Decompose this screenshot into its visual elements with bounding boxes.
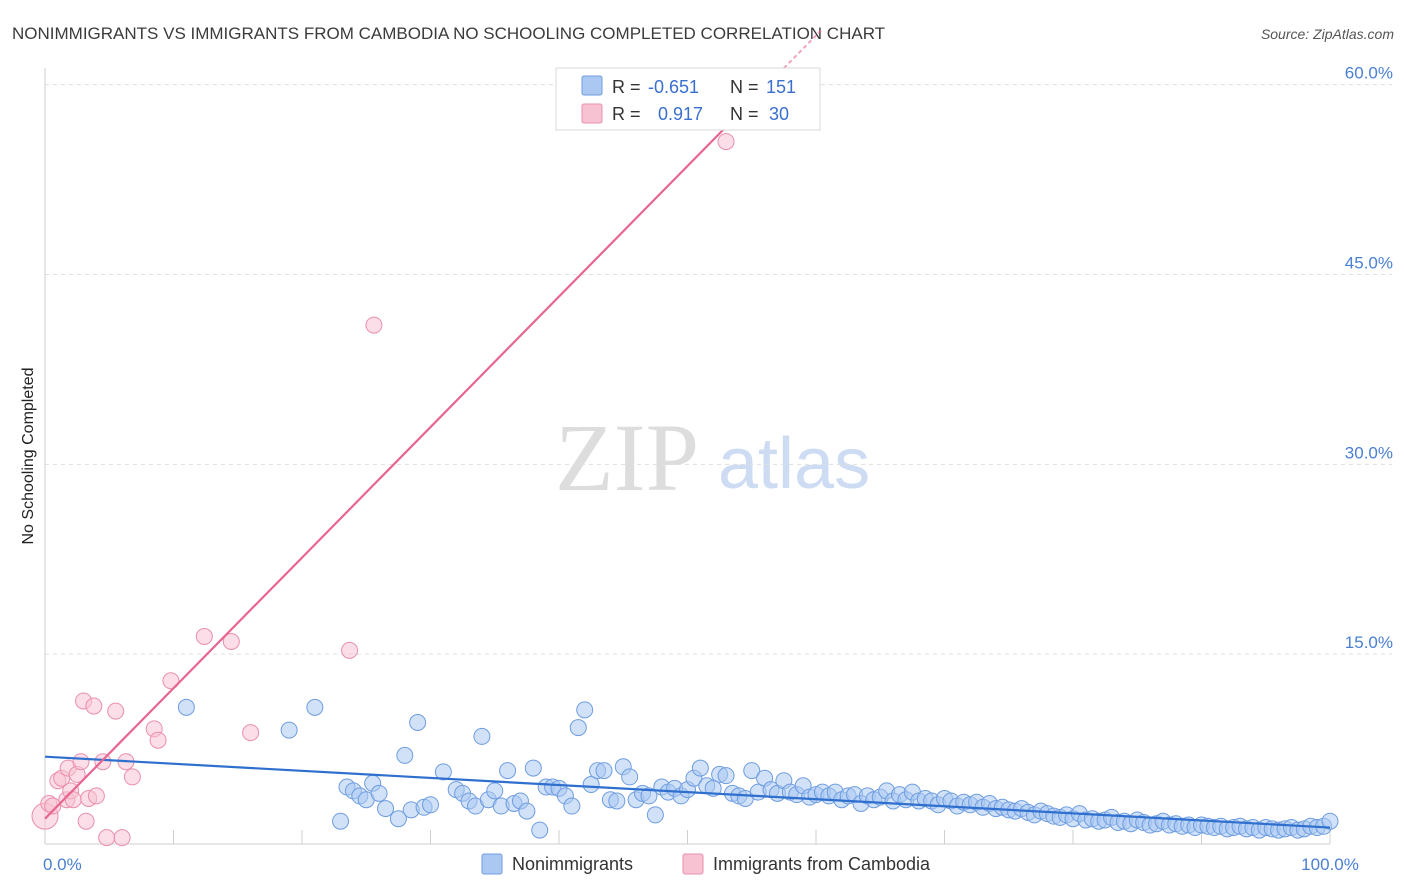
nonimmigrant-point: [691, 759, 709, 777]
nonimmigrant-point: [409, 714, 427, 732]
nonimmigrant-point: [640, 787, 658, 805]
nonimmigrant-point: [434, 763, 452, 781]
cambodia-point: [717, 133, 735, 151]
legend-r-value-cambodia: 0.917: [658, 104, 703, 124]
cambodia-point: [77, 812, 95, 830]
nonimmigrant-point: [389, 810, 407, 828]
nonimmigrant-point: [332, 812, 350, 830]
nonimmigrant-point: [717, 767, 735, 785]
nonimmigrant-point: [743, 762, 761, 780]
series-legend: Nonimmigrants Immigrants from Cambodia: [481, 853, 931, 875]
series-legend-swatch-cambodia: [682, 853, 704, 875]
legend-r-label-nonimmigrants: R =: [612, 77, 641, 97]
y-axis-label: No Schooling Completed: [20, 368, 37, 545]
cambodia-point: [44, 797, 62, 815]
cambodia-point: [365, 316, 383, 334]
nonimmigrant-point: [422, 796, 439, 814]
watermark: ZIP atlas: [555, 404, 870, 511]
nonimmigrant-point: [486, 782, 504, 800]
x-tick-label: 100.0%: [1301, 855, 1359, 874]
cambodia-point: [107, 702, 125, 720]
cambodia-point: [94, 753, 112, 771]
nonimmigrant-point: [1321, 812, 1339, 830]
y-tick-label: 15.0%: [1345, 633, 1393, 652]
nonimmigrant-point: [518, 802, 536, 820]
nonimmigrant-point: [531, 821, 549, 839]
legend-r-label-cambodia: R =: [612, 104, 641, 124]
cambodia-point: [87, 787, 105, 805]
nonimmigrant-point: [177, 698, 195, 716]
nonimmigrant-point: [370, 784, 388, 802]
nonimmigrant-point: [473, 727, 491, 745]
nonimmigrant-point: [621, 768, 639, 786]
nonimmigrant-point: [499, 762, 517, 780]
nonimmigrant-point: [608, 792, 626, 810]
cambodia-trend-line: [44, 67, 785, 820]
nonimmigrant-point: [280, 721, 298, 739]
watermark-zip: ZIP: [555, 404, 699, 511]
legend-swatch-cambodia: [581, 103, 603, 124]
nonimmigrant-point: [646, 806, 664, 824]
nonimmigrant-point: [396, 746, 414, 764]
cambodia-point: [123, 768, 141, 786]
cambodia-point: [242, 724, 260, 742]
x-tick-labels: 0.0% 100.0%: [43, 855, 1359, 874]
cambodia-trend-line-extension: [783, 28, 824, 69]
legend-n-value-nonimmigrants: 151: [766, 77, 796, 97]
y-tick-label: 60.0%: [1345, 64, 1393, 83]
cambodia-point: [222, 633, 240, 651]
axes: [44, 68, 1331, 845]
cambodia-point: [113, 829, 131, 847]
legend-r-value-nonimmigrants: -0.651: [648, 77, 699, 97]
nonimmigrant-point: [377, 800, 395, 818]
cambodia-point: [195, 627, 213, 645]
nonimmigrant-point: [306, 698, 324, 716]
series-legend-label-cambodia: Immigrants from Cambodia: [713, 854, 931, 874]
correlation-legend: R = -0.651 N = 151 R = 0.917 N = 30: [555, 67, 821, 131]
chart-source: Source: ZipAtlas.com: [1261, 26, 1394, 42]
y-tick-labels: 15.0% 30.0% 45.0% 60.0%: [1345, 64, 1393, 653]
series-nonimmigrants-points: [177, 698, 1339, 839]
cambodia-point: [162, 672, 180, 690]
cambodia-point: [85, 697, 103, 715]
cambodia-point: [341, 641, 359, 659]
series-legend-swatch-nonimmigrants: [481, 853, 503, 875]
y-tick-label: 45.0%: [1345, 253, 1393, 272]
y-tick-label: 30.0%: [1345, 443, 1393, 462]
nonimmigrant-point: [563, 797, 581, 815]
nonimmigrant-point: [576, 701, 594, 719]
nonimmigrant-point: [582, 776, 600, 794]
cambodia-point: [72, 753, 90, 771]
gridlines: [45, 84, 1392, 655]
chart-title: NONIMMIGRANTS VS IMMIGRANTS FROM CAMBODI…: [12, 24, 885, 43]
cambodia-point: [149, 731, 167, 749]
legend-swatch-nonimmigrants: [581, 75, 603, 96]
nonimmigrant-point: [595, 762, 613, 780]
nonimmigrant-point: [524, 759, 542, 777]
nonimmigrants-trend-line: [44, 755, 1331, 829]
legend-n-value-cambodia: 30: [769, 104, 789, 124]
trend-lines: [44, 28, 1331, 829]
legend-n-label-cambodia: N =: [730, 104, 759, 124]
series-legend-label-nonimmigrants: Nonimmigrants: [512, 854, 633, 874]
legend-n-label-nonimmigrants: N =: [730, 77, 759, 97]
x-tick-label: 0.0%: [43, 855, 82, 874]
nonimmigrant-point: [569, 719, 587, 737]
cambodia-point: [98, 829, 116, 847]
